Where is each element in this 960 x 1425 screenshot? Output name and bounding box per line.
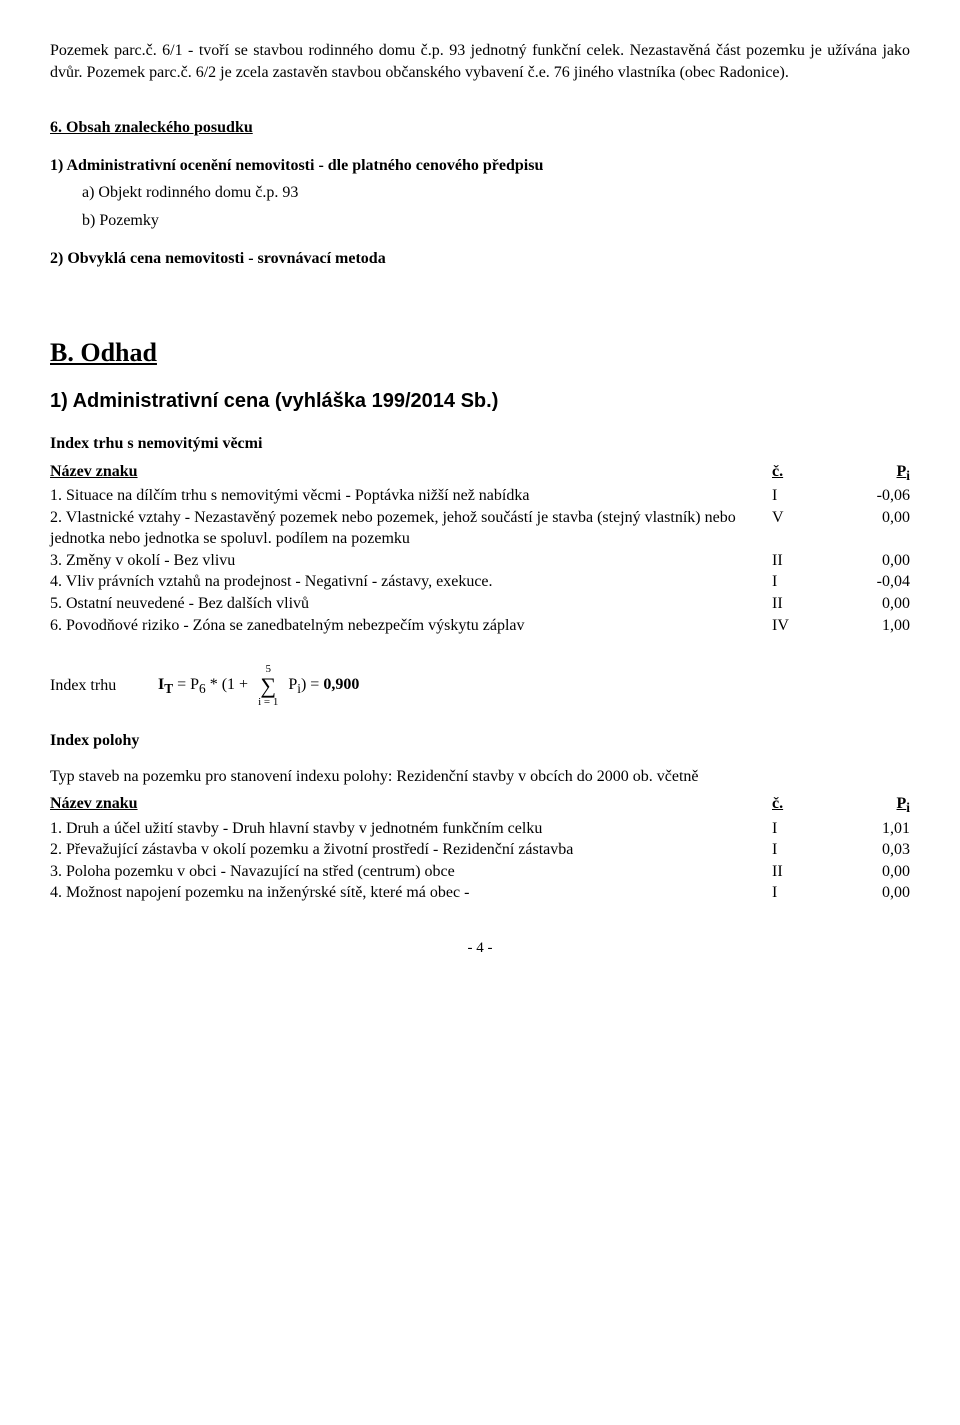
table-row: 4. Možnost napojení pozemku na inženýrsk… bbox=[50, 882, 910, 904]
list-2: 2) Obvyklá cena nemovitosti - srovnávací… bbox=[50, 248, 910, 270]
th-name: Název znaku bbox=[50, 461, 760, 485]
table-row: 3. Změny v okolí - Bez vlivu II 0,00 bbox=[50, 550, 910, 572]
table-row: 1. Druh a účel užití stavby - Druh hlavn… bbox=[50, 818, 910, 840]
odhad-heading: B. Odhad bbox=[50, 335, 910, 370]
list-1b: b) Pozemky bbox=[50, 210, 910, 232]
th-c: č. bbox=[760, 461, 830, 485]
intro-paragraph: Pozemek parc.č. 6/1 - tvoří se stavbou r… bbox=[50, 40, 910, 83]
section-6-heading: 6. Obsah znaleckého posudku bbox=[50, 117, 910, 139]
th-c: č. bbox=[760, 793, 830, 817]
page-number: - 4 - bbox=[50, 938, 910, 958]
table-row: 1. Situace na dílčím trhu s nemovitými v… bbox=[50, 485, 910, 507]
table-row: 2. Převažující zástavba v okolí pozemku … bbox=[50, 839, 910, 861]
th-p: Pi bbox=[830, 793, 910, 817]
admin-cena-heading: 1) Administrativní cena (vyhláška 199/20… bbox=[50, 388, 910, 415]
index-polohy-heading: Index polohy bbox=[50, 730, 910, 752]
th-p: Pi bbox=[830, 461, 910, 485]
table-row: 6. Povodňové riziko - Zóna se zanedbatel… bbox=[50, 615, 910, 637]
table-row: 2. Vlastnické vztahy - Nezastavěný pozem… bbox=[50, 507, 910, 550]
table-row: 4. Vliv právních vztahů na prodejnost - … bbox=[50, 571, 910, 593]
th-name: Název znaku bbox=[50, 793, 760, 817]
index-polohy-intro: Typ staveb na pozemku pro stanovení inde… bbox=[50, 766, 910, 788]
index-trhu-heading: Index trhu s nemovitými věcmi bbox=[50, 433, 910, 455]
index-polohy-table: Název znaku č. Pi 1. Druh a účel užití s… bbox=[50, 793, 910, 904]
table-row: 3. Poloha pozemku v obci - Navazující na… bbox=[50, 861, 910, 883]
list-1a: a) Objekt rodinného domu č.p. 93 bbox=[50, 182, 910, 204]
list-1: 1) Administrativní ocenění nemovitosti -… bbox=[50, 155, 910, 177]
index-trhu-table: Název znaku č. Pi 1. Situace na dílčím t… bbox=[50, 461, 910, 636]
table-row: 5. Ostatní neuvedené - Bez dalších vlivů… bbox=[50, 593, 910, 615]
index-trhu-formula: Index trhu IT = P6 * (1 + 5 ∑ i = 1 Pi) … bbox=[50, 664, 910, 708]
